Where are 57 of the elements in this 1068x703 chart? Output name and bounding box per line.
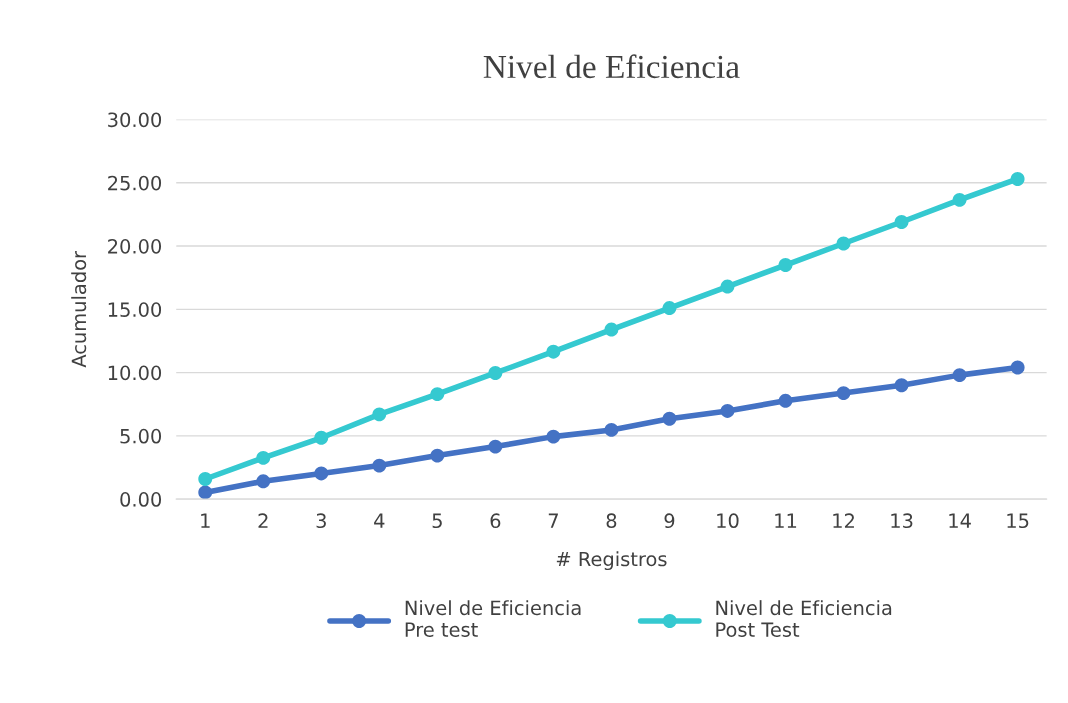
x-tick-label: 12 bbox=[833, 513, 854, 528]
point bbox=[1010, 360, 1025, 375]
x-tick-label: 15 bbox=[1007, 513, 1029, 529]
point bbox=[778, 393, 793, 408]
x-tick-label: 4 bbox=[374, 513, 385, 528]
point bbox=[372, 458, 387, 473]
y-axis-title: Acumulador bbox=[71, 250, 87, 368]
x-tick-label: 1 bbox=[201, 513, 210, 528]
x-tick-label: 2 bbox=[258, 513, 268, 528]
x-tick-label: 9 bbox=[664, 513, 675, 529]
y-tick-label: 20.00 bbox=[108, 239, 162, 254]
point bbox=[662, 411, 677, 426]
point bbox=[836, 386, 851, 401]
x-tick-label: 8 bbox=[606, 513, 617, 529]
y-tick-label: 0.00 bbox=[120, 492, 162, 507]
point bbox=[372, 407, 387, 422]
x-tick-label: 5 bbox=[432, 513, 442, 529]
y-tick-label: 15.00 bbox=[108, 302, 162, 317]
x-tick-label: 11 bbox=[775, 513, 797, 528]
y-tick-label: 25.00 bbox=[108, 175, 162, 191]
point bbox=[778, 258, 793, 272]
point bbox=[256, 474, 271, 489]
x-tick-label: 14 bbox=[949, 513, 971, 528]
chart-title: Nivel de Eficiencia bbox=[483, 54, 740, 79]
legend-label: Nivel de Eficiencia Post Test bbox=[716, 600, 892, 637]
point bbox=[604, 422, 619, 437]
point bbox=[662, 301, 677, 315]
point bbox=[314, 466, 329, 481]
point bbox=[604, 322, 619, 337]
point bbox=[836, 236, 851, 251]
point bbox=[894, 215, 909, 229]
point bbox=[720, 403, 735, 418]
point bbox=[894, 378, 909, 393]
point bbox=[952, 368, 967, 383]
point bbox=[546, 429, 561, 444]
y-tick-label: 5.00 bbox=[120, 428, 162, 444]
x-tick-label: 3 bbox=[316, 513, 326, 529]
y-tick-label: 10.00 bbox=[108, 365, 162, 381]
x-axis-title: # Registros bbox=[556, 551, 667, 571]
point bbox=[198, 485, 213, 500]
point bbox=[430, 448, 445, 463]
x-tick-label: 13 bbox=[891, 513, 913, 529]
x-tick-label: 10 bbox=[717, 513, 739, 529]
point bbox=[488, 439, 503, 454]
x-tick-label: 6 bbox=[490, 513, 501, 529]
point bbox=[1010, 172, 1025, 186]
y-tick-label: 30.00 bbox=[108, 112, 162, 128]
point bbox=[430, 387, 445, 402]
point bbox=[256, 450, 271, 465]
point bbox=[314, 430, 329, 445]
legend-label: Nivel de Eficiencia Pre test bbox=[405, 600, 581, 637]
point bbox=[952, 192, 967, 207]
point bbox=[546, 344, 561, 359]
x-tick-label: 7 bbox=[548, 513, 558, 528]
point bbox=[720, 279, 735, 294]
point bbox=[488, 366, 503, 380]
point bbox=[198, 472, 213, 486]
